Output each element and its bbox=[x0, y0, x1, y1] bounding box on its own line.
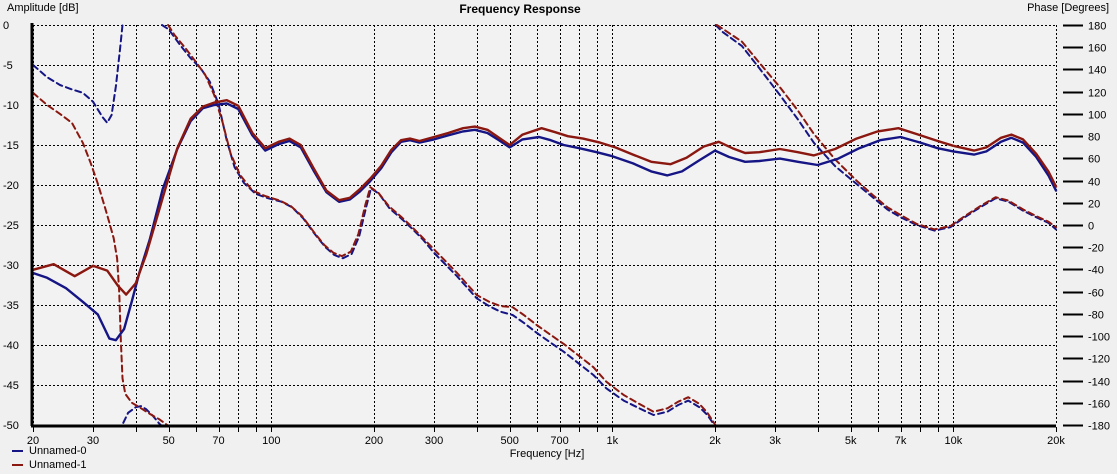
x-tick-label: 70 bbox=[212, 435, 224, 447]
amplitude-tick-label: -45 bbox=[3, 380, 19, 392]
phase-tick-label: -160 bbox=[1088, 399, 1110, 411]
amplitude-axis-title: Amplitude [dB] bbox=[7, 2, 79, 14]
phase-tick-label: -180 bbox=[1088, 421, 1110, 433]
phase-tick-label: 140 bbox=[1088, 65, 1106, 77]
x-tick-label: 200 bbox=[365, 435, 383, 447]
x-tick-label: 10k bbox=[944, 435, 962, 447]
amplitude-tick-label: -10 bbox=[3, 100, 19, 112]
legend-item-unnamed-0: Unnamed-0 bbox=[12, 444, 86, 458]
phase-tick-label: 60 bbox=[1088, 154, 1100, 166]
phase-tick-label: -60 bbox=[1088, 288, 1104, 300]
amplitude-tick-label: -25 bbox=[3, 220, 19, 232]
phase-axis-ticks: 180 160 140 120 100 80 60 40 20 0 -20 -40 -60 -80 -100… bbox=[1063, 21, 1110, 433]
phase-tick-label: 0 bbox=[1088, 221, 1094, 233]
legend-item-unnamed-1: Unnamed-1 bbox=[12, 458, 86, 472]
amplitude-tick-label: -5 bbox=[3, 60, 13, 72]
phase-tick-label: 80 bbox=[1088, 132, 1100, 144]
x-axis-ticks: 20 30 50 70 100 200 300 500 700 1k 2k 3k 5k 7k 10k 20k bbox=[27, 427, 1065, 447]
amplitude-tick-label: 0 bbox=[3, 20, 9, 32]
amplitude-tick-label: -30 bbox=[3, 260, 19, 272]
x-tick-label: 2k bbox=[709, 435, 721, 447]
phase-tick-label: -40 bbox=[1088, 265, 1104, 277]
chart-title: Frequency Response bbox=[459, 2, 581, 16]
phase-tick-label: 180 bbox=[1088, 21, 1106, 33]
legend-swatch-unnamed-1 bbox=[12, 464, 23, 466]
phase-tick-label: 20 bbox=[1088, 199, 1100, 211]
x-tick-label: 7k bbox=[895, 435, 907, 447]
x-tick-label: 50 bbox=[163, 435, 175, 447]
phase-tick-label: -140 bbox=[1088, 377, 1110, 389]
x-tick-label: 5k bbox=[845, 435, 857, 447]
phase-tick-label: -120 bbox=[1088, 354, 1110, 366]
legend-label-unnamed-1: Unnamed-1 bbox=[29, 459, 87, 471]
amplitude-tick-label: -40 bbox=[3, 340, 19, 352]
x-tick-label: 20k bbox=[1047, 435, 1065, 447]
legend-label-unnamed-0: Unnamed-0 bbox=[29, 445, 87, 457]
amplitude-tick-label: -50 bbox=[3, 420, 19, 432]
phase-tick-label: 120 bbox=[1088, 88, 1106, 100]
phase-tick-label: -100 bbox=[1088, 332, 1110, 344]
amplitude-tick-label: -35 bbox=[3, 300, 19, 312]
x-tick-label: 700 bbox=[550, 435, 568, 447]
x-tick-label: 1k bbox=[607, 435, 619, 447]
x-tick-label: 500 bbox=[501, 435, 519, 447]
amplitude-tick-labels: 0 -5 -10 -15 -20 -25 -30 -35 -40 -45 -50 bbox=[3, 20, 19, 432]
unnamed-0-phase-curve bbox=[32, 24, 1057, 426]
phase-axis-title: Phase [Degrees] bbox=[1027, 2, 1109, 14]
x-tick-label: 30 bbox=[87, 435, 99, 447]
phase-tick-label: -20 bbox=[1088, 243, 1104, 255]
x-tick-label: 3k bbox=[769, 435, 781, 447]
curves bbox=[31, 24, 1058, 426]
x-axis-title: Frequency [Hz] bbox=[509, 448, 585, 460]
amplitude-tick-label: -15 bbox=[3, 140, 19, 152]
x-tick-label: 20 bbox=[27, 435, 39, 447]
legend-swatch-unnamed-0 bbox=[12, 450, 23, 452]
x-tick-label: 100 bbox=[262, 435, 280, 447]
phase-tick-label: 100 bbox=[1088, 110, 1106, 122]
unnamed-1-phase-curve bbox=[32, 24, 1057, 426]
legend: Unnamed-0 Unnamed-1 bbox=[12, 444, 86, 472]
amplitude-tick-label: -20 bbox=[3, 180, 19, 192]
unnamed-1-amplitude-curve bbox=[31, 99, 1058, 296]
axes-frame bbox=[30, 23, 1056, 428]
phase-tick-label: -80 bbox=[1088, 310, 1104, 322]
phase-tick-label: 160 bbox=[1088, 43, 1106, 55]
x-tick-label: 300 bbox=[425, 435, 443, 447]
phase-tick-label: 40 bbox=[1088, 177, 1100, 189]
